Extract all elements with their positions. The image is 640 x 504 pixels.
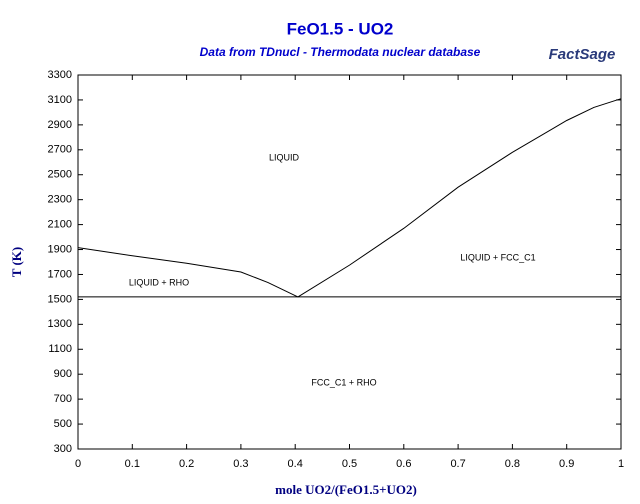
x-tick-label: 0.9 (559, 458, 574, 470)
y-tick-label: 1500 (48, 293, 72, 305)
y-tick-label: 2500 (48, 169, 72, 181)
y-tick-label: 3300 (48, 69, 72, 81)
y-tick-label: 2700 (48, 144, 72, 156)
region-label: LIQUID + RHO (129, 277, 189, 287)
x-tick-label: 0.3 (233, 458, 248, 470)
region-label: FCC_C1 + RHO (311, 377, 376, 387)
y-tick-label: 1900 (48, 243, 72, 255)
region-label: LIQUID (269, 152, 300, 162)
x-tick-label: 0.5 (342, 458, 357, 470)
y-tick-label: 3100 (48, 94, 72, 106)
chart-subtitle: Data from TDnucl - Thermodata nuclear da… (200, 45, 481, 59)
y-tick-label: 300 (54, 443, 72, 455)
y-tick-label: 1100 (48, 343, 72, 355)
y-tick-label: 1300 (48, 318, 72, 330)
x-tick-label: 0 (75, 458, 81, 470)
x-axis-label: mole UO2/(FeO1.5+UO2) (275, 482, 417, 497)
y-tick-label: 900 (54, 368, 72, 380)
y-tick-label: 2900 (48, 119, 72, 131)
chart-title: FeO1.5 - UO2 (287, 19, 394, 38)
y-tick-label: 1700 (48, 268, 72, 280)
y-tick-label: 2100 (48, 219, 72, 231)
x-tick-label: 0.8 (505, 458, 520, 470)
x-tick-label: 0.2 (179, 458, 194, 470)
y-tick-label: 2300 (48, 194, 72, 206)
phase-boundary (77, 247, 299, 298)
y-tick-label: 500 (54, 418, 72, 430)
plot-frame (77, 74, 622, 450)
phase-boundary (297, 98, 622, 298)
x-tick-label: 1 (618, 458, 624, 470)
x-tick-label: 0.6 (396, 458, 411, 470)
y-tick-label: 700 (54, 393, 72, 405)
logo: FactSage (549, 46, 616, 63)
region-label: LIQUID + FCC_C1 (460, 252, 535, 262)
x-tick-label: 0.7 (450, 458, 465, 470)
x-tick-label: 0.1 (125, 458, 140, 470)
x-tick-label: 0.4 (288, 458, 303, 470)
y-axis-label: T (K) (9, 247, 24, 277)
